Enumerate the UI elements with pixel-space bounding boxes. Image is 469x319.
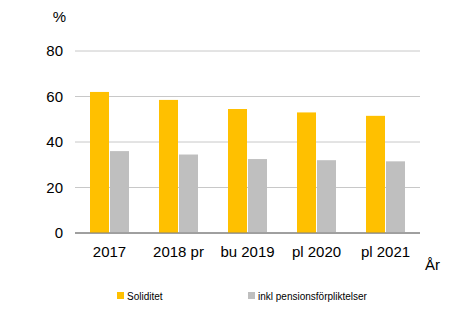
grid-line — [75, 96, 420, 97]
bar — [159, 100, 178, 233]
y-axis-label: % — [53, 8, 66, 25]
x-tick-label: 2017 — [93, 243, 126, 260]
grid-line — [75, 233, 420, 234]
legend-swatch — [248, 292, 255, 299]
y-tick-label: 80 — [46, 42, 63, 59]
bar — [228, 109, 247, 233]
y-tick-label: 40 — [46, 133, 63, 150]
bars — [90, 92, 405, 233]
chart: 0 20 40 60 80% År 2017 2018 pr bu 2019 pl 2020 pl … — [0, 0, 469, 319]
y-tick-label: 20 — [46, 179, 63, 196]
y-tick-label: 60 — [46, 88, 63, 105]
x-tick-label: 2018 pr — [153, 243, 204, 260]
bar — [248, 159, 267, 233]
legend-label: inkl pensionsförpliktelser — [258, 291, 368, 302]
x-tick-label: pl 2021 — [361, 243, 410, 260]
bar — [90, 92, 109, 233]
grid-line — [75, 51, 420, 52]
bar — [366, 116, 385, 233]
x-tick-label: bu 2019 — [220, 243, 274, 260]
bar — [110, 151, 129, 233]
x-axis-label: År — [425, 256, 440, 273]
bar — [297, 112, 316, 233]
legend-label: Soliditet — [127, 291, 163, 302]
x-tick-label: pl 2020 — [292, 243, 341, 260]
y-tick-label: 0 — [55, 224, 63, 241]
chart-container: 0 20 40 60 80% År 2017 2018 pr bu 2019 pl 2020 pl … — [0, 0, 469, 319]
x-axis-line — [75, 233, 420, 234]
bar — [386, 161, 405, 233]
bar — [317, 160, 336, 233]
bar — [179, 155, 198, 233]
legend-swatch — [117, 292, 124, 299]
